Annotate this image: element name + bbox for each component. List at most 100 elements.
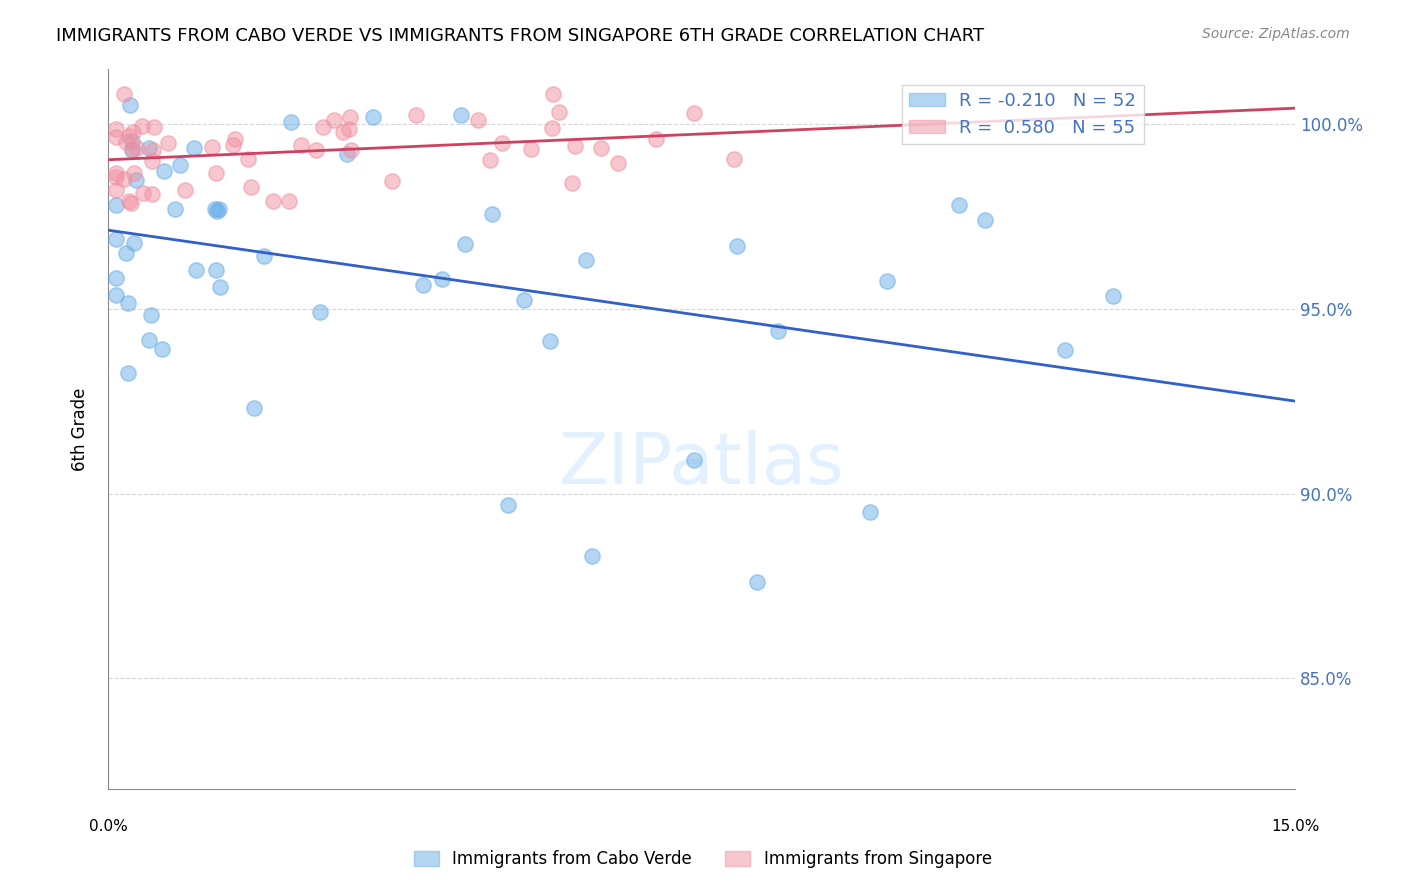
Singapore xyxy=(723,152,745,166)
Cabo Verde xyxy=(974,213,997,227)
Cabo Verde xyxy=(139,309,162,323)
Singapore xyxy=(141,153,163,168)
Singapore xyxy=(118,129,141,144)
Singapore xyxy=(591,141,613,155)
Singapore xyxy=(547,105,569,120)
Cabo Verde xyxy=(208,202,231,217)
Cabo Verde xyxy=(169,158,191,172)
Cabo Verde xyxy=(117,295,139,310)
Singapore xyxy=(121,125,143,139)
Singapore xyxy=(467,112,489,127)
Singapore xyxy=(305,143,328,157)
Singapore xyxy=(131,119,153,133)
Legend: R = -0.210   N = 52, R =  0.580   N = 55: R = -0.210 N = 52, R = 0.580 N = 55 xyxy=(901,85,1143,145)
Singapore xyxy=(104,166,127,180)
Singapore xyxy=(236,153,259,167)
Cabo Verde xyxy=(1053,343,1076,357)
Cabo Verde xyxy=(120,98,142,112)
Cabo Verde xyxy=(361,110,384,124)
Singapore xyxy=(121,142,143,156)
Cabo Verde xyxy=(165,202,187,216)
Singapore xyxy=(278,194,301,208)
Singapore xyxy=(120,196,142,211)
Singapore xyxy=(115,135,138,149)
Singapore xyxy=(683,105,706,120)
Cabo Verde xyxy=(138,140,160,154)
Cabo Verde xyxy=(117,366,139,380)
Cabo Verde xyxy=(454,237,477,252)
Singapore xyxy=(118,194,141,208)
Singapore xyxy=(332,125,354,139)
Cabo Verde xyxy=(205,263,228,277)
Cabo Verde xyxy=(859,505,882,519)
Singapore xyxy=(156,136,179,151)
Cabo Verde xyxy=(336,147,359,161)
Singapore xyxy=(491,136,513,151)
Singapore xyxy=(142,143,165,157)
Singapore xyxy=(224,132,246,146)
Cabo Verde xyxy=(104,198,127,212)
Cabo Verde xyxy=(682,452,704,467)
Singapore xyxy=(322,112,344,127)
Text: 0.0%: 0.0% xyxy=(89,819,128,834)
Singapore xyxy=(222,137,245,152)
Singapore xyxy=(104,121,127,136)
Cabo Verde xyxy=(581,549,603,564)
Singapore xyxy=(104,183,127,197)
Cabo Verde xyxy=(124,236,146,251)
Cabo Verde xyxy=(412,277,434,292)
Cabo Verde xyxy=(121,144,143,158)
Cabo Verde xyxy=(125,173,148,187)
Singapore xyxy=(311,120,333,135)
Cabo Verde xyxy=(186,262,208,277)
Singapore xyxy=(479,153,502,168)
Cabo Verde xyxy=(205,203,228,218)
Singapore xyxy=(541,87,564,102)
Singapore xyxy=(262,194,284,208)
Cabo Verde xyxy=(725,239,748,253)
Singapore xyxy=(519,142,541,156)
Cabo Verde xyxy=(104,288,127,302)
Text: Source: ZipAtlas.com: Source: ZipAtlas.com xyxy=(1202,27,1350,41)
Cabo Verde xyxy=(575,253,598,268)
Legend: Immigrants from Cabo Verde, Immigrants from Singapore: Immigrants from Cabo Verde, Immigrants f… xyxy=(408,844,998,875)
Singapore xyxy=(104,130,127,145)
Cabo Verde xyxy=(496,498,519,512)
Singapore xyxy=(561,176,583,190)
Cabo Verde xyxy=(876,274,898,288)
Cabo Verde xyxy=(766,324,789,338)
Singapore xyxy=(143,120,166,135)
Cabo Verde xyxy=(948,198,970,212)
Singapore xyxy=(381,174,404,188)
Cabo Verde xyxy=(114,246,136,260)
Cabo Verde xyxy=(138,333,160,347)
Cabo Verde xyxy=(150,342,173,356)
Text: ZIPatlas: ZIPatlas xyxy=(558,431,845,500)
Singapore xyxy=(201,139,224,153)
Singapore xyxy=(340,144,363,158)
Singapore xyxy=(122,166,145,180)
Cabo Verde xyxy=(253,250,276,264)
Singapore xyxy=(112,172,135,186)
Cabo Verde xyxy=(204,202,226,216)
Singapore xyxy=(339,110,361,124)
Cabo Verde xyxy=(450,108,472,122)
Cabo Verde xyxy=(280,115,302,129)
Y-axis label: 6th Grade: 6th Grade xyxy=(72,387,89,471)
Singapore xyxy=(205,166,228,180)
Singapore xyxy=(290,137,312,152)
Singapore xyxy=(405,108,427,122)
Singapore xyxy=(541,120,564,135)
Cabo Verde xyxy=(309,305,332,319)
Cabo Verde xyxy=(513,293,536,307)
Cabo Verde xyxy=(538,334,561,348)
Text: 15.0%: 15.0% xyxy=(1271,819,1319,834)
Cabo Verde xyxy=(209,280,232,294)
Cabo Verde xyxy=(481,207,503,221)
Text: IMMIGRANTS FROM CABO VERDE VS IMMIGRANTS FROM SINGAPORE 6TH GRADE CORRELATION CH: IMMIGRANTS FROM CABO VERDE VS IMMIGRANTS… xyxy=(56,27,984,45)
Cabo Verde xyxy=(152,163,174,178)
Singapore xyxy=(141,187,163,202)
Singapore xyxy=(337,121,360,136)
Singapore xyxy=(564,138,586,153)
Cabo Verde xyxy=(1101,289,1123,303)
